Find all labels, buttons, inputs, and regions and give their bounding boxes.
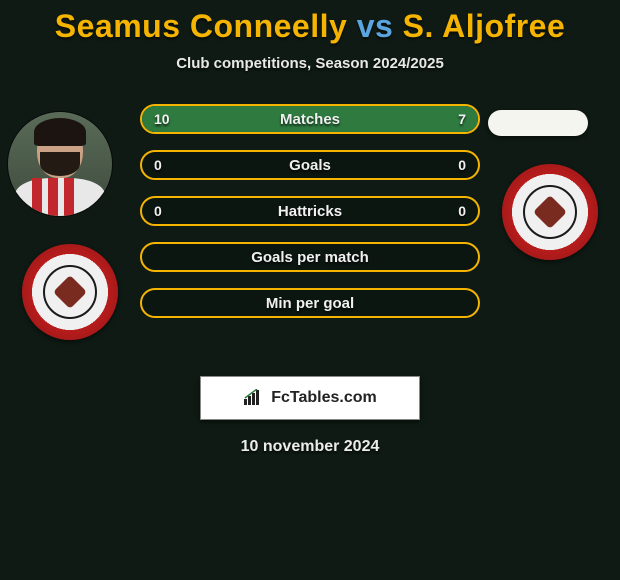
logo-text: FcTables.com (271, 389, 377, 407)
comparison-title: Seamus Conneelly vs S. Aljofree (0, 0, 620, 45)
player1-club-badge (22, 244, 118, 340)
stat-bar-value-left: 0 (154, 157, 162, 173)
stat-bar-label: Goals per match (251, 249, 369, 266)
stat-bar: Goals per match (140, 242, 480, 272)
stat-bar-value-right: 7 (458, 111, 466, 127)
stat-bar: 0 0 Hattricks (140, 196, 480, 226)
footer-date: 10 november 2024 (0, 438, 620, 456)
stat-bar-value-left: 10 (154, 111, 170, 127)
stat-bar: 0 0 Goals (140, 150, 480, 180)
player1-name: Seamus Conneelly (55, 8, 348, 44)
stat-bar-value-right: 0 (458, 203, 466, 219)
player1-photo-bg (8, 112, 112, 216)
bar-chart-icon (243, 389, 265, 407)
stat-bar-label: Hattricks (278, 203, 342, 220)
stat-bar: 10 7 Matches (140, 104, 480, 134)
comparison-arena: 10 7 Matches 0 0 Goals 0 0 Hattricks Goals per ma… (0, 104, 620, 364)
stat-bar-label: Matches (280, 111, 340, 128)
player2-photo-placeholder (488, 110, 588, 136)
vs-text: vs (357, 8, 394, 44)
stat-bar: Min per goal (140, 288, 480, 318)
club-badge-inner (523, 185, 577, 239)
stat-bar-label: Goals (289, 157, 331, 174)
stat-bar-value-left: 0 (154, 203, 162, 219)
fctables-logo[interactable]: FcTables.com (200, 376, 420, 420)
stat-bar-value-right: 0 (458, 157, 466, 173)
player2-name: S. Aljofree (403, 8, 566, 44)
club-badge-inner (43, 265, 97, 319)
subtitle: Club competitions, Season 2024/2025 (0, 55, 620, 72)
player1-photo (8, 112, 112, 216)
player2-club-badge (502, 164, 598, 260)
stat-bar-label: Min per goal (266, 295, 354, 312)
stat-bars: 10 7 Matches 0 0 Goals 0 0 Hattricks Goals per ma… (140, 104, 480, 334)
